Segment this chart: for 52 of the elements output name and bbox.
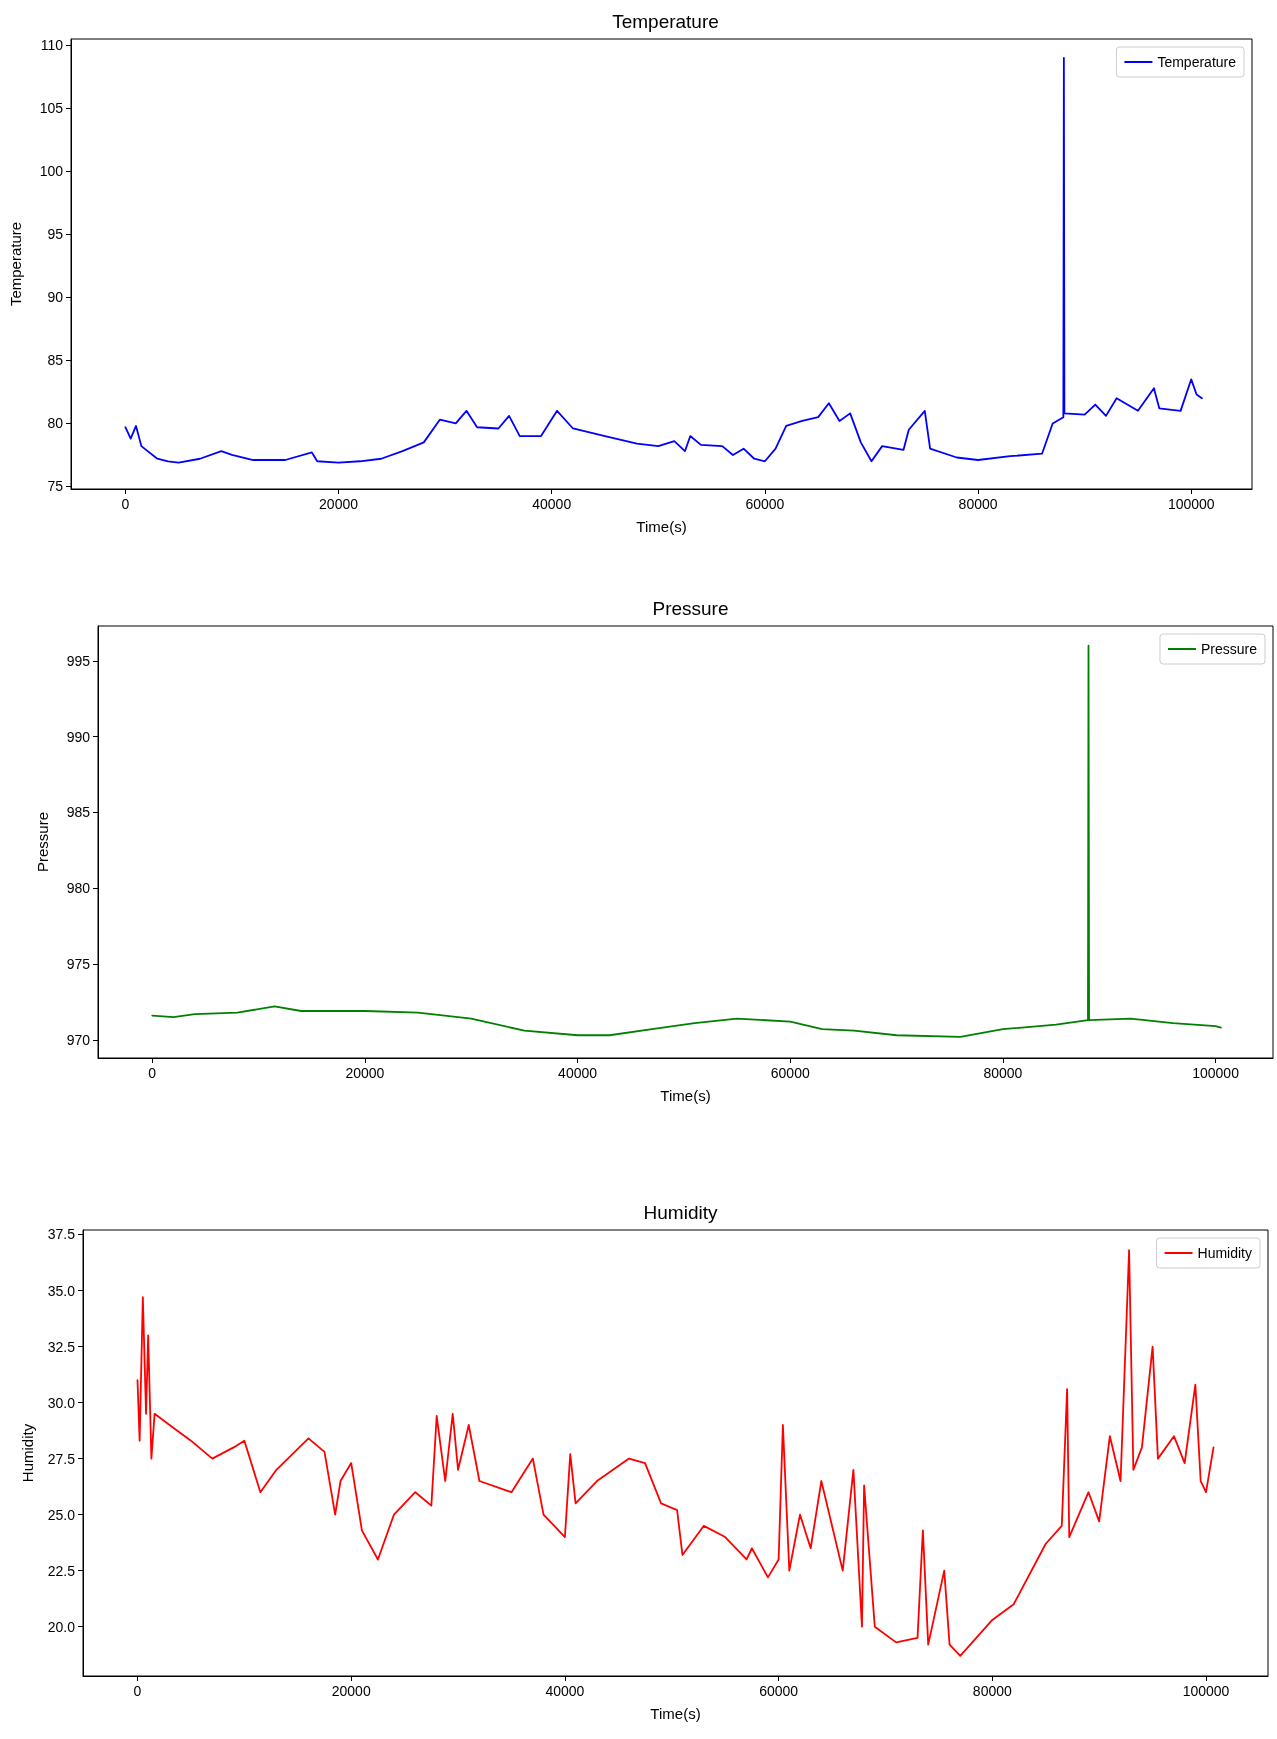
legend-label: Pressure bbox=[1200, 641, 1258, 657]
x-tick-label: 20000 bbox=[345, 1065, 385, 1081]
x-tick-label: 0 bbox=[133, 1683, 142, 1699]
y-tick-label: 22.5 bbox=[47, 1562, 76, 1579]
y-tick-label: 35.0 bbox=[47, 1282, 76, 1299]
y-tick-label: 975 bbox=[66, 956, 91, 973]
x-tick-label: 60000 bbox=[759, 1683, 799, 1699]
x-tick-label: 80000 bbox=[958, 496, 998, 512]
y-tick-label: 980 bbox=[66, 880, 91, 897]
y-tick-label: 995 bbox=[66, 652, 91, 669]
y-tick-label: 970 bbox=[66, 1031, 91, 1048]
chart-title: Pressure bbox=[652, 598, 729, 619]
x-tick-label: 100000 bbox=[1167, 496, 1215, 512]
y-tick-label: 37.5 bbox=[47, 1226, 76, 1243]
chart-title: Temperature bbox=[612, 11, 719, 32]
y-axis-title: Pressure bbox=[34, 811, 51, 873]
y-tick-label: 30.0 bbox=[47, 1394, 76, 1411]
y-tick-label: 990 bbox=[66, 728, 91, 745]
y-tick-label: 95 bbox=[47, 226, 64, 243]
chart-title: Humidity bbox=[643, 1202, 718, 1223]
x-axis-title: Time(s) bbox=[660, 1087, 711, 1104]
y-tick-label: 110 bbox=[40, 37, 64, 54]
x-tick-label: 40000 bbox=[545, 1683, 585, 1699]
x-tick-label: 60000 bbox=[770, 1065, 810, 1081]
y-tick-label: 75 bbox=[47, 478, 64, 495]
y-axis-title: Temperature bbox=[7, 221, 24, 307]
y-tick-label: 85 bbox=[47, 352, 64, 369]
x-tick-label: 80000 bbox=[983, 1065, 1023, 1081]
legend-label: Temperature bbox=[1157, 54, 1237, 70]
y-tick-label: 25.0 bbox=[47, 1506, 76, 1523]
x-tick-label: 80000 bbox=[972, 1683, 1012, 1699]
x-tick-label: 60000 bbox=[745, 496, 785, 512]
x-tick-label: 0 bbox=[148, 1065, 157, 1081]
x-axis-title: Time(s) bbox=[650, 1705, 701, 1722]
y-tick-label: 100 bbox=[39, 163, 64, 180]
legend-label: Humidity bbox=[1197, 1245, 1253, 1261]
y-tick-label: 985 bbox=[66, 804, 91, 821]
y-tick-label: 90 bbox=[47, 289, 64, 306]
y-tick-label: 20.0 bbox=[47, 1618, 76, 1635]
x-axis-title: Time(s) bbox=[636, 518, 687, 535]
x-tick-label: 100000 bbox=[1182, 1683, 1230, 1699]
y-tick-label: 32.5 bbox=[47, 1338, 76, 1355]
x-tick-label: 40000 bbox=[532, 496, 572, 512]
x-tick-label: 40000 bbox=[558, 1065, 598, 1081]
x-tick-label: 20000 bbox=[331, 1683, 371, 1699]
x-tick-label: 100000 bbox=[1192, 1065, 1240, 1081]
y-tick-label: 80 bbox=[47, 415, 64, 432]
y-tick-label: 105 bbox=[39, 100, 64, 117]
y-axis-title: Humidity bbox=[19, 1423, 36, 1483]
y-tick-label: 27.5 bbox=[47, 1450, 76, 1467]
x-tick-label: 0 bbox=[121, 496, 130, 512]
x-tick-label: 20000 bbox=[319, 496, 359, 512]
